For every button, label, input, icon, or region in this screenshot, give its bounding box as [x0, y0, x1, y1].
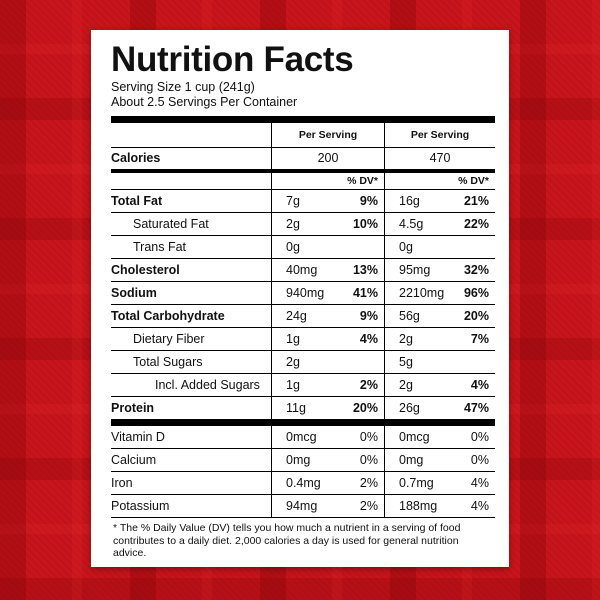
daily-value-b: 32%	[463, 263, 489, 277]
amount-per-serving-a: 0mcg	[286, 430, 317, 444]
nutrient-row: Dietary Fiber 1g 4% 2g 7%	[111, 328, 495, 351]
nutrient-name: Total Fat	[111, 194, 163, 208]
daily-value-b: 4%	[470, 378, 489, 392]
nutrient-row: Total Fat 7g 9% 16g 21%	[111, 190, 495, 213]
daily-value-a: 9%	[359, 194, 378, 208]
daily-value-a: 0%	[359, 430, 378, 444]
nutrient-row: Vitamin D 0mcg 0% 0mcg 0%	[111, 426, 495, 449]
daily-value-b: 7%	[470, 332, 489, 346]
amount-per-serving-b: 4.5g	[399, 217, 424, 231]
dv-header-a: % DV*	[347, 175, 378, 187]
daily-value-a: 41%	[352, 286, 378, 300]
nutrition-label: Nutrition Facts Serving Size 1 cup (241g…	[91, 30, 509, 567]
daily-value-a: 2%	[359, 378, 378, 392]
daily-value-b: 4%	[470, 476, 489, 490]
amount-per-serving-b: 2210mg	[399, 286, 445, 300]
daily-value-b: 20%	[463, 309, 489, 323]
amount-per-serving-a: 2g	[286, 355, 300, 369]
nutrient-row: Cholesterol 40mg 13% 95mg 32%	[111, 259, 495, 282]
column-header-a: Per Serving	[298, 129, 358, 141]
calories-label: Calories	[111, 151, 161, 165]
daily-value-a: 13%	[352, 263, 378, 277]
calories-row: Calories 200 470	[111, 148, 495, 169]
amount-per-serving-a: 7g	[286, 194, 300, 208]
daily-value-a: 4%	[359, 332, 378, 346]
footnote-text: * The % Daily Value (DV) tells you how m…	[113, 522, 461, 559]
amount-per-serving-b: 188mg	[399, 499, 438, 513]
footnote: * The % Daily Value (DV) tells you how m…	[111, 518, 495, 560]
nutrient-name: Total Sugars	[133, 355, 203, 369]
amount-per-serving-b: 95mg	[399, 263, 431, 277]
nutrient-row: Sodium 940mg 41% 2210mg 96%	[111, 282, 495, 305]
daily-value-b: 4%	[470, 499, 489, 513]
daily-value-b: 22%	[463, 217, 489, 231]
nutrient-row: Saturated Fat 2g 10% 4.5g 22%	[111, 213, 495, 236]
amount-per-serving-a: 24g	[286, 309, 307, 323]
amount-per-serving-a: 94mg	[286, 499, 318, 513]
daily-value-b: 0%	[470, 453, 489, 467]
nutrient-name: Cholesterol	[111, 263, 180, 277]
calories-a: 200	[317, 151, 339, 165]
daily-value-a: 0%	[359, 453, 378, 467]
amount-per-serving-b: 16g	[399, 194, 420, 208]
nutrient-row: Protein 11g 20% 26g 47%	[111, 397, 495, 419]
daily-value-b: 96%	[463, 286, 489, 300]
label-title: Nutrition Facts	[111, 40, 354, 79]
amount-per-serving-b: 2g	[399, 332, 413, 346]
nutrient-row: Calcium 0mg 0% 0mg 0%	[111, 449, 495, 472]
amount-per-serving-a: 0g	[286, 240, 300, 254]
nutrient-name: Vitamin D	[111, 430, 165, 444]
nutrient-row: Trans Fat 0g 0g	[111, 236, 495, 259]
nutrient-row: Potassium 94mg 2% 188mg 4%	[111, 495, 495, 518]
nutrient-name: Saturated Fat	[133, 217, 209, 231]
amount-per-serving-b: 0.7mg	[399, 476, 434, 490]
nutrient-row: Total Sugars 2g 5g	[111, 351, 495, 374]
nutrient-name: Trans Fat	[133, 240, 187, 254]
amount-per-serving-b: 56g	[399, 309, 420, 323]
daily-value-b: 21%	[463, 194, 489, 208]
amount-per-serving-b: 0mg	[399, 453, 424, 467]
amount-per-serving-a: 40mg	[286, 263, 318, 277]
nutrient-name: Protein	[111, 401, 155, 415]
nutrient-name: Calcium	[111, 453, 157, 467]
column-header-row: Per Serving Per Serving	[111, 123, 495, 148]
amount-per-serving-b: 5g	[399, 355, 413, 369]
servings-per-container: About 2.5 Servings Per Container	[111, 95, 298, 109]
amount-per-serving-b: 0g	[399, 240, 413, 254]
amount-per-serving-a: 2g	[286, 217, 300, 231]
daily-value-b: 47%	[463, 401, 489, 415]
daily-value-a: 10%	[352, 217, 378, 231]
amount-per-serving-a: 1g	[286, 378, 300, 392]
amount-per-serving-a: 0.4mg	[286, 476, 321, 490]
daily-value-a: 2%	[359, 499, 378, 513]
nutrient-name: Iron	[111, 476, 133, 490]
amount-per-serving-a: 1g	[286, 332, 300, 346]
calories-b: 470	[429, 151, 451, 165]
daily-value-a: 2%	[359, 476, 378, 490]
amount-per-serving-b: 0mcg	[399, 430, 430, 444]
nutrient-name: Dietary Fiber	[133, 332, 205, 346]
amount-per-serving-a: 0mg	[286, 453, 311, 467]
serving-size: Serving Size 1 cup (241g)	[111, 80, 255, 94]
thick-divider	[111, 116, 495, 123]
nutrient-name: Sodium	[111, 286, 157, 300]
nutrient-name: Potassium	[111, 499, 170, 513]
nutrient-row: Incl. Added Sugars 1g 2% 2g 4%	[111, 374, 495, 397]
dv-header-row: % DV* % DV*	[111, 173, 495, 190]
calories-divider	[111, 169, 495, 173]
daily-value-b: 0%	[470, 430, 489, 444]
amount-per-serving-b: 26g	[399, 401, 420, 415]
nutrient-name: Incl. Added Sugars	[155, 378, 260, 392]
column-header-b: Per Serving	[410, 129, 470, 141]
daily-value-a: 9%	[359, 309, 378, 323]
daily-value-a: 20%	[352, 401, 378, 415]
dv-header-b: % DV*	[458, 175, 489, 187]
amount-per-serving-a: 940mg	[286, 286, 325, 300]
nutrient-row: Iron 0.4mg 2% 0.7mg 4%	[111, 472, 495, 495]
vitamin-divider	[111, 419, 495, 426]
nutrient-name: Total Carbohydrate	[111, 309, 225, 323]
nutrient-row: Total Carbohydrate 24g 9% 56g 20%	[111, 305, 495, 328]
amount-per-serving-b: 2g	[399, 378, 413, 392]
amount-per-serving-a: 11g	[286, 401, 306, 415]
